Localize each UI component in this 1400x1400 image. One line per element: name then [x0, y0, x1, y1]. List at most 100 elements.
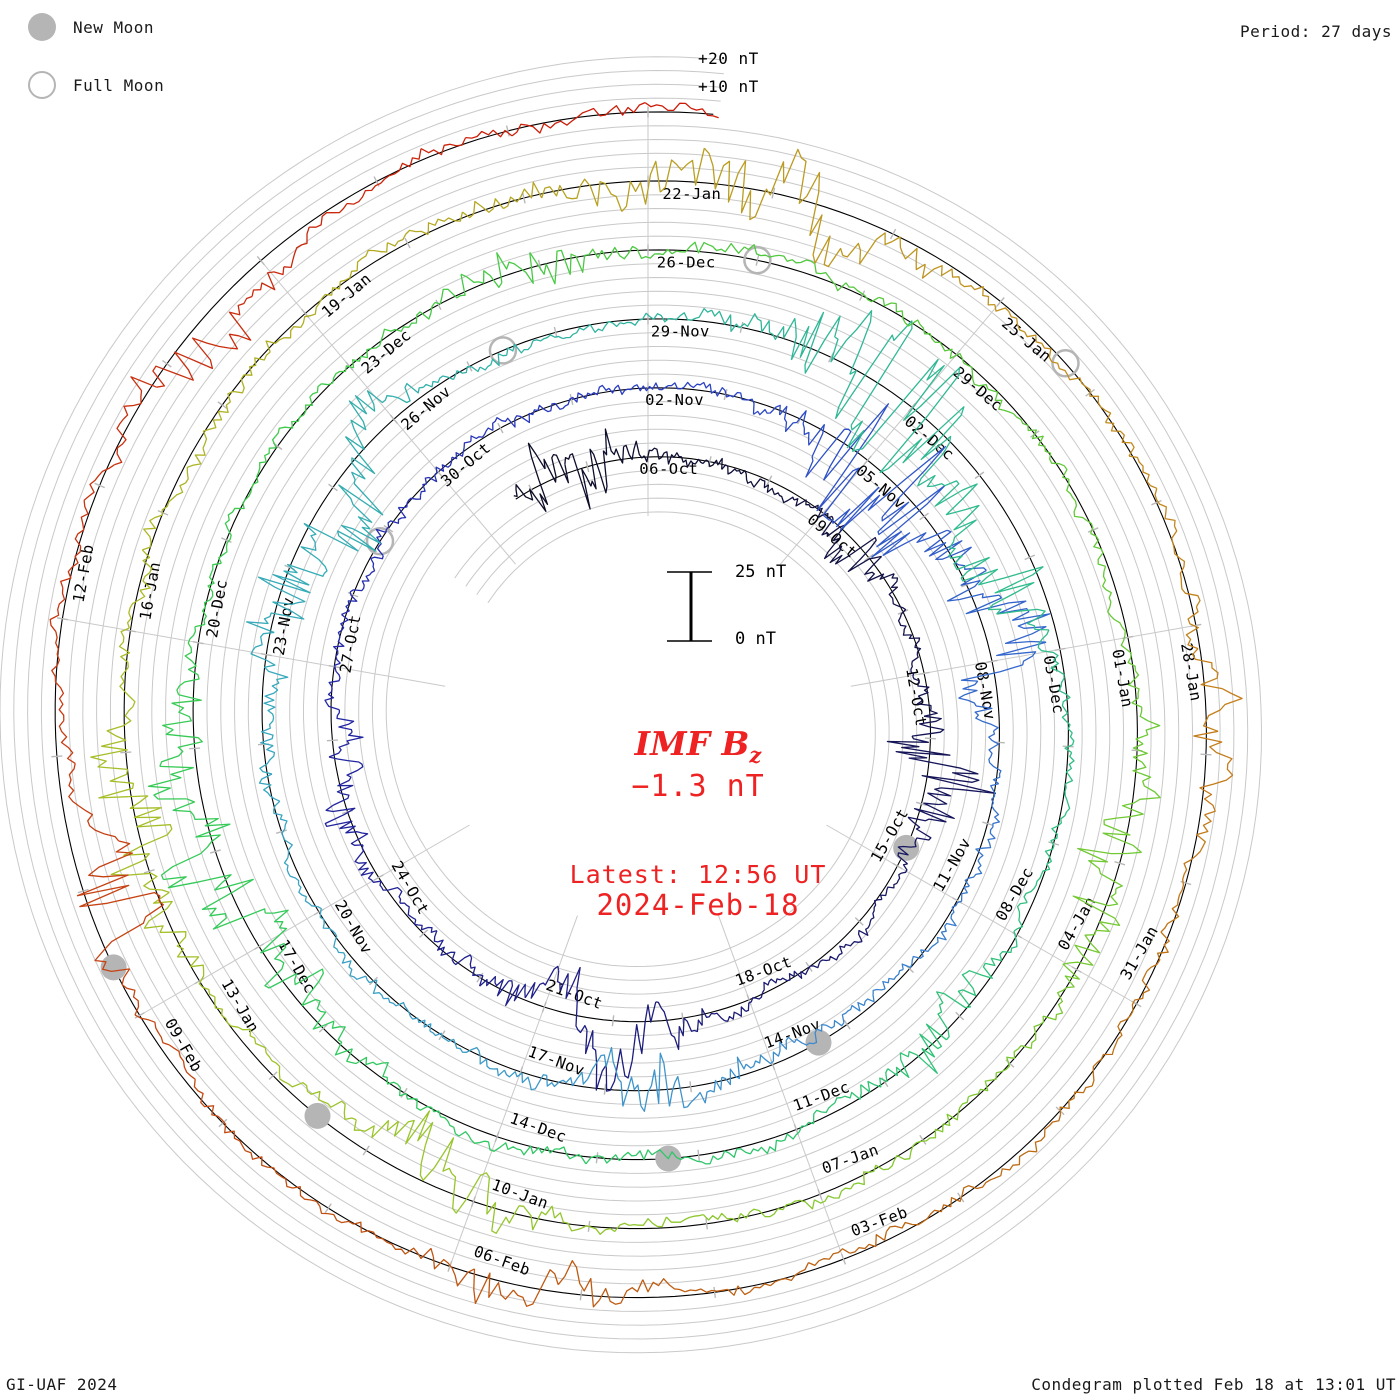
bz-trace-segment: [317, 906, 333, 932]
bz-trace-segment: [1192, 648, 1223, 690]
bz-trace-segment: [1105, 421, 1135, 457]
bz-trace-segment: [283, 559, 328, 586]
bz-trace-segment: [356, 242, 389, 271]
full-moon-marker: [1051, 349, 1080, 378]
day-tick: [275, 829, 288, 834]
bz-trace-segment: [834, 1084, 862, 1104]
bz-trace-segment: [1107, 601, 1126, 636]
baseline-spiral: [54, 111, 1207, 1299]
day-tick: [221, 537, 232, 543]
bz-trace-segment: [959, 283, 995, 306]
bz-trace-segment: [724, 1006, 747, 1022]
bz-trace-segment: [260, 909, 289, 954]
day-tick: [435, 299, 442, 311]
bz-trace-segment: [839, 445, 947, 531]
day-tick: [952, 897, 963, 904]
day-tick: [843, 1019, 851, 1030]
day-tick: [854, 917, 864, 926]
bz-trace-segment: [152, 351, 195, 388]
bz-trace-segment: [454, 1043, 481, 1057]
day-tick: [585, 461, 590, 473]
bz-trace-segment: [555, 1146, 587, 1165]
bz-trace-segment: [344, 436, 376, 484]
bz-trace-segment: [871, 529, 948, 558]
bz-trace-segment: [324, 804, 356, 830]
bz-trace-segment: [1199, 774, 1234, 816]
day-tick: [447, 1260, 453, 1272]
bz-trace-segment: [631, 1001, 657, 1061]
bz-trace-segment: [924, 529, 972, 561]
bz-trace-segment: [996, 1045, 1022, 1074]
bz-trace-segment: [761, 978, 781, 994]
radial-gridline: [850, 624, 1196, 687]
bz-trace-segment: [341, 591, 358, 616]
bz-trace-segment: [1185, 606, 1199, 650]
bz-trace-segment: [819, 952, 843, 962]
bz-trace-segment: [808, 1102, 836, 1125]
bz-trace-segment: [479, 1056, 505, 1077]
bz-trace-segment: [711, 309, 740, 333]
bz-trace-segment: [740, 160, 785, 221]
bz-trace-segment: [1202, 688, 1243, 732]
bz-trace-segment: [1021, 1016, 1045, 1049]
day-tick: [254, 943, 265, 950]
bz-trace-segment: [451, 440, 472, 460]
bz-trace-segment: [259, 435, 277, 469]
bz-trace-segment: [1193, 730, 1234, 776]
bz-trace-segment: [887, 1050, 918, 1079]
bz-trace-segment: [462, 198, 504, 219]
radial-gridline: [449, 915, 578, 1267]
bz-trace-segment: [445, 951, 473, 966]
bz-trace-segment: [273, 800, 288, 829]
day-tick: [404, 237, 411, 249]
bz-trace-segment: [301, 998, 335, 1030]
bz-trace-segment: [696, 1077, 723, 1104]
new-moon-label: New Moon: [73, 17, 155, 37]
bz-trace-segment: [503, 1069, 531, 1084]
bz-trace-segment: [942, 1096, 970, 1127]
bz-trace-segment: [160, 823, 231, 880]
bz-trace-segment: [1074, 921, 1110, 954]
bz-trace-segment: [702, 1212, 742, 1223]
day-tick: [603, 1083, 607, 1095]
bz-trace-segment: [1062, 952, 1094, 989]
day-tick: [189, 747, 201, 750]
day-tick: [697, 1149, 700, 1161]
bz-trace-segment: [999, 930, 1018, 961]
bz-trace-segment: [429, 1030, 456, 1044]
bz-trace-segment: [172, 798, 231, 827]
bz-trace-segment: [455, 1131, 489, 1144]
bz-trace-segment: [896, 863, 908, 884]
bz-trace-segment: [769, 317, 797, 360]
day-tick: [143, 869, 155, 874]
bz-trace-segment: [419, 474, 438, 496]
new-moon-marker: [100, 954, 127, 981]
bz-trace-segment: [727, 1283, 771, 1296]
full-moon-icon: [28, 71, 56, 99]
bz-trace-segment: [926, 1194, 963, 1220]
bz-trace-segment: [217, 1115, 246, 1152]
bz-trace-segment: [1058, 689, 1071, 722]
bz-trace-segment: [323, 1100, 357, 1121]
bz-trace-segment: [159, 729, 203, 767]
bz-trace-segment: [1128, 670, 1143, 708]
bz-trace-segment: [518, 1205, 556, 1231]
bz-trace-segment: [934, 480, 978, 516]
bz-trace-segment: [682, 458, 704, 468]
bz-trace-segment: [721, 464, 742, 475]
date-label: 25-Jan: [998, 314, 1055, 366]
bz-trace-segment: [387, 229, 429, 247]
bz-trace-segment: [910, 654, 919, 677]
legend-full-moon: Full Moon: [28, 71, 164, 99]
bz-trace-segment: [246, 601, 305, 634]
gridline-spiral: [0, 56, 1263, 1354]
bz-trace-segment: [679, 307, 712, 321]
bz-trace-segment: [814, 1187, 851, 1204]
bz-trace-segment: [325, 270, 358, 296]
bz-trace-segment: [739, 313, 771, 333]
new-moon-icon: [28, 13, 56, 41]
day-tick: [194, 977, 205, 985]
bz-trace-segment: [960, 556, 1044, 586]
bz-trace-segment: [770, 1262, 810, 1287]
day-tick: [400, 1087, 408, 1098]
